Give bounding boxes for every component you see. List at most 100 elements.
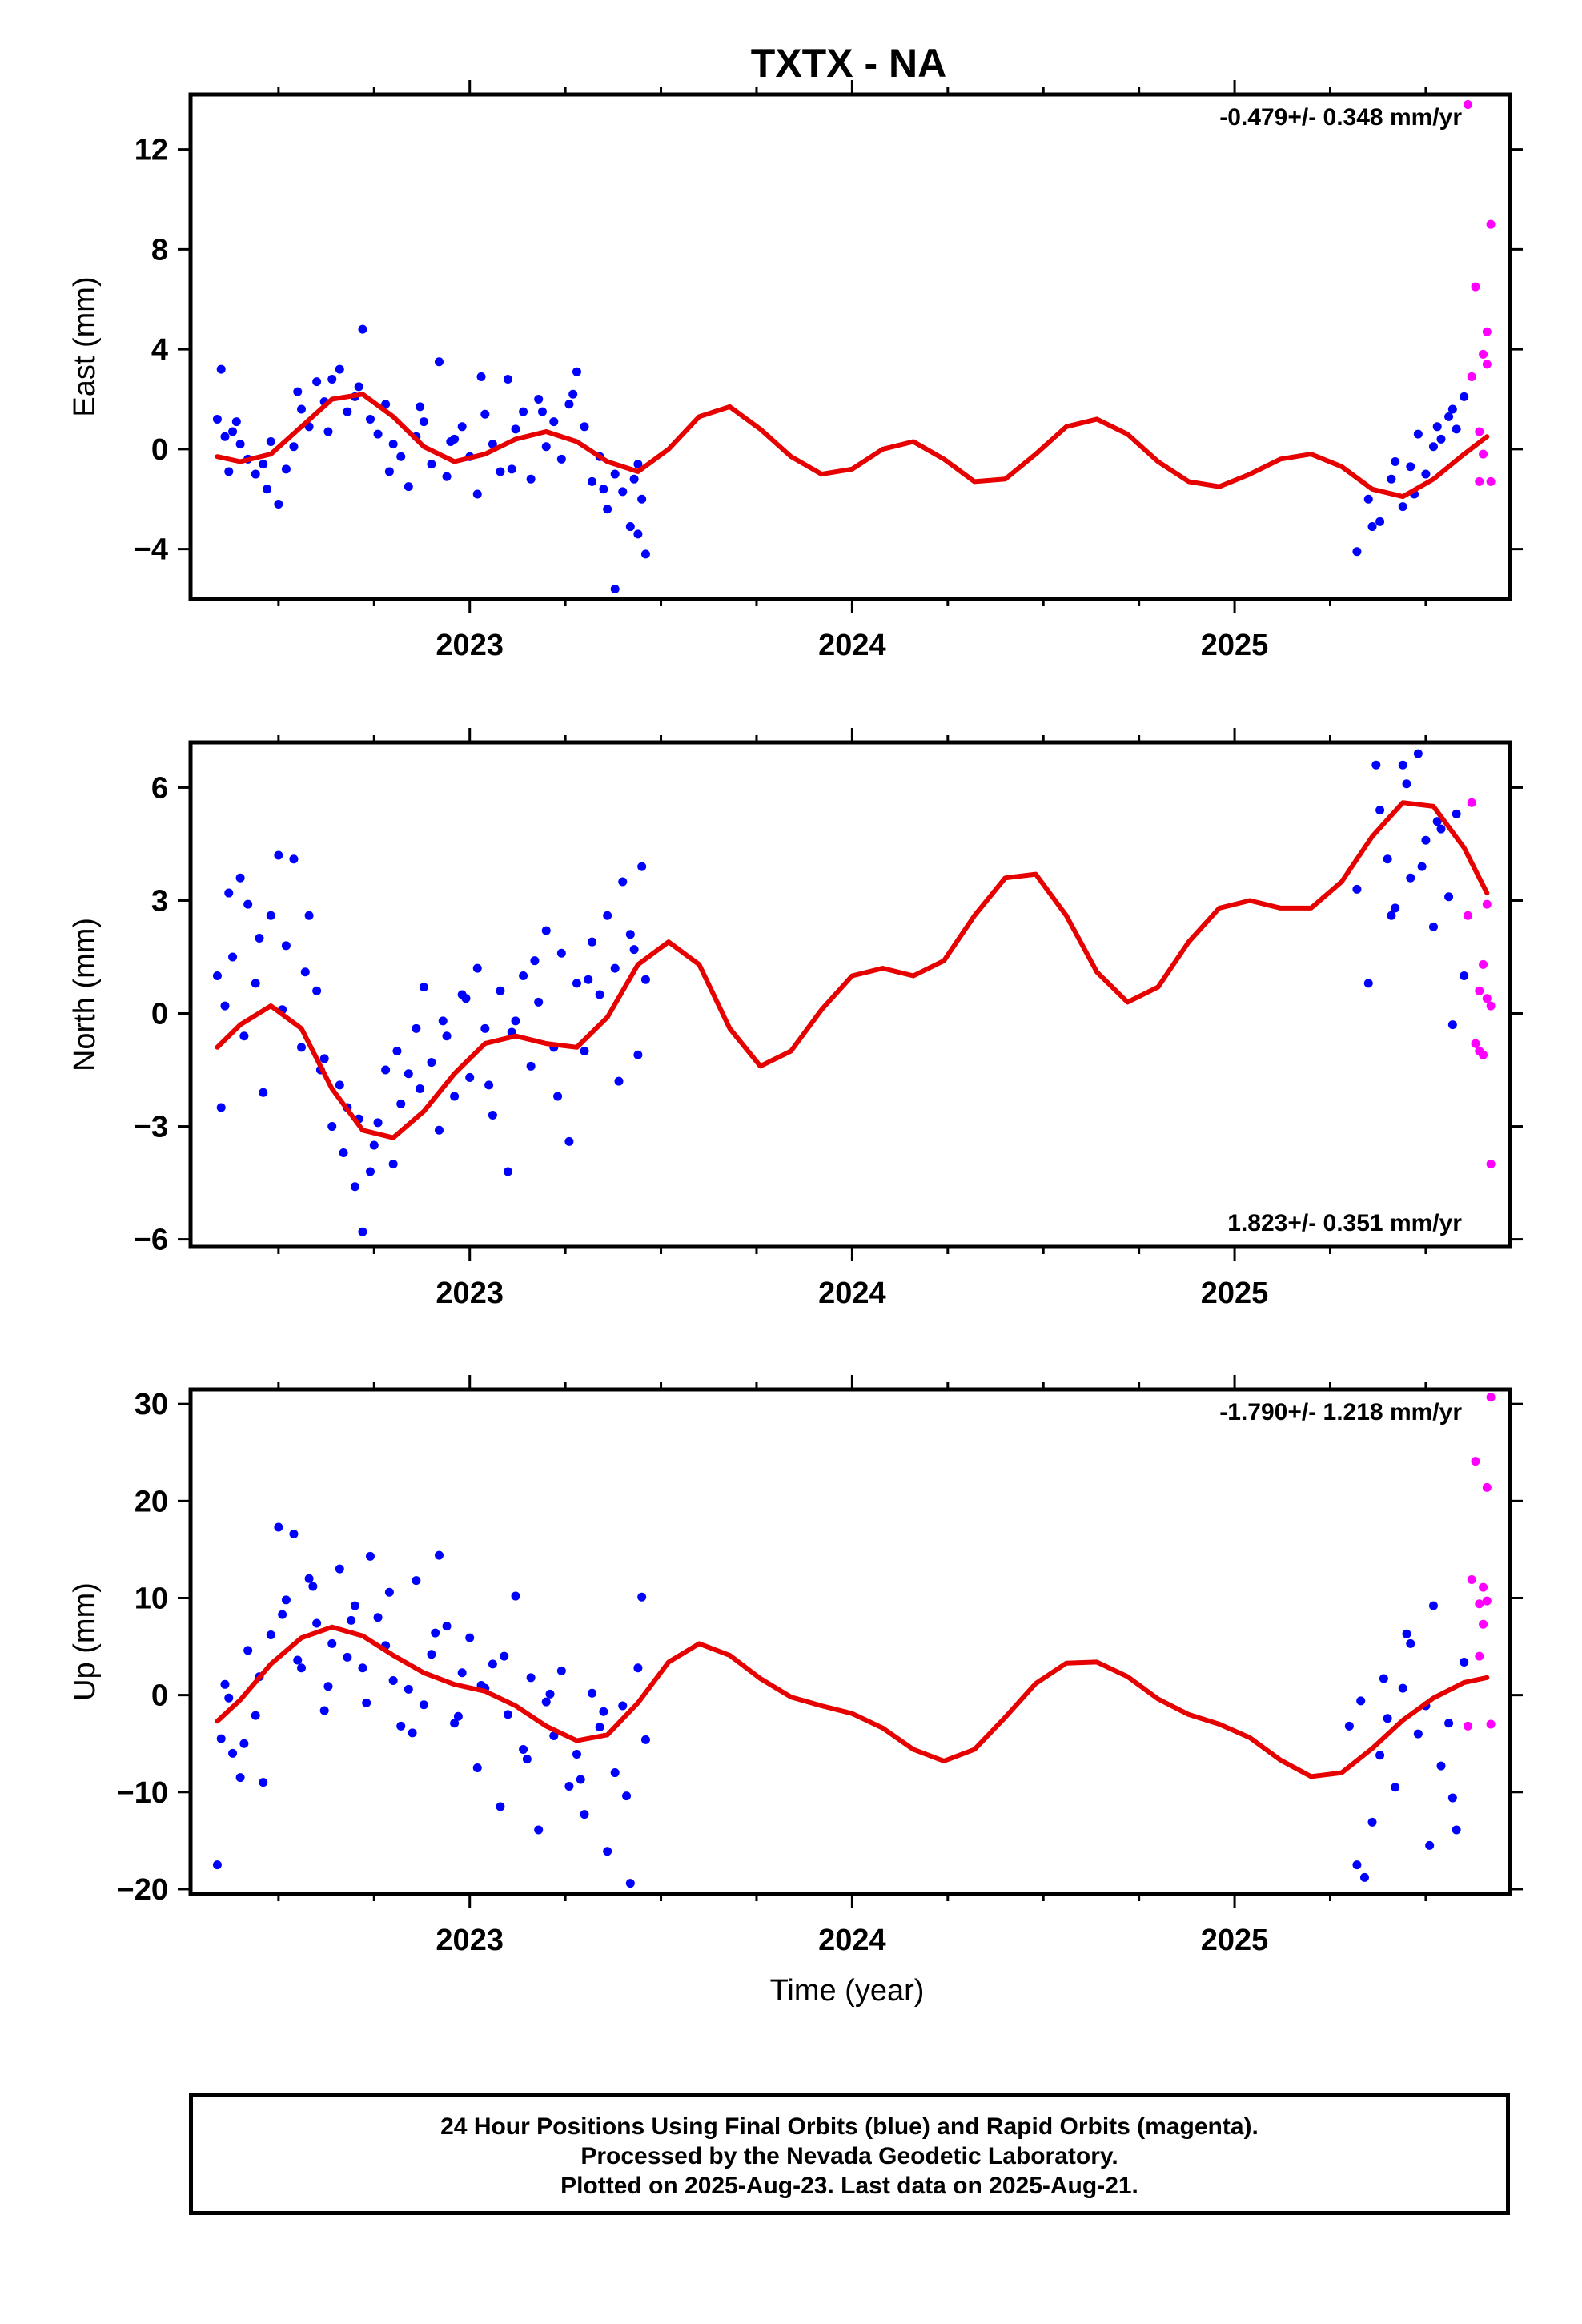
east-rapid-point	[1482, 327, 1492, 336]
up-final-point	[278, 1610, 287, 1619]
north-final-point	[541, 926, 551, 935]
up-final-point	[453, 1711, 463, 1721]
up-rapid-point	[1479, 1619, 1488, 1629]
up-final-point	[1452, 1825, 1461, 1835]
up-final-point	[408, 1728, 417, 1738]
east-final-point	[1367, 522, 1377, 532]
up-final-point	[396, 1721, 406, 1731]
north-rapid-point	[1482, 899, 1492, 909]
up-final-point	[216, 1734, 226, 1743]
up-final-point	[274, 1522, 283, 1532]
north-final-point	[224, 888, 234, 898]
north-final-point	[1444, 892, 1454, 902]
east-final-point	[534, 394, 544, 404]
up-final-point	[1447, 1793, 1457, 1803]
north-final-point	[519, 971, 528, 980]
north-final-point	[461, 994, 471, 1003]
up-final-point	[431, 1628, 440, 1638]
up-final-point	[434, 1550, 444, 1560]
north-ytick-label-0: −6	[134, 1224, 168, 1257]
north-final-point	[366, 1167, 375, 1176]
up-final-point	[534, 1825, 544, 1835]
up-final-point	[450, 1719, 460, 1728]
east-final-point	[212, 414, 222, 424]
east-final-point	[629, 474, 639, 484]
up-final-point	[503, 1710, 512, 1719]
up-final-point	[618, 1701, 628, 1711]
x-axis-label: Time (year)	[770, 1974, 925, 2008]
up-final-point	[564, 1782, 574, 1791]
east-final-point	[1428, 442, 1438, 452]
east-final-point	[572, 367, 581, 376]
east-final-point	[1391, 456, 1400, 466]
north-final-point	[319, 1054, 329, 1063]
up-final-point	[220, 1679, 230, 1689]
east-rapid-point	[1479, 349, 1488, 359]
east-rapid-point	[1463, 99, 1472, 109]
east-final-point	[564, 400, 574, 409]
north-final-point	[251, 979, 260, 988]
up-rapid-point	[1471, 1457, 1480, 1466]
north-rapid-point	[1463, 911, 1472, 920]
north-final-point	[274, 850, 283, 860]
north-rapid-point	[1479, 1050, 1488, 1059]
panel-up: −20 −10 0 10 20 30 2023 2024 2025 Up (mm) -1.790+/…	[68, 1375, 1523, 1957]
east-final-point	[251, 469, 260, 479]
north-final-point	[300, 967, 310, 977]
north-final-point	[526, 1061, 536, 1071]
north-rapid-point	[1482, 994, 1492, 1003]
east-rate-label: -0.479+/- 0.348 mm/yr	[1219, 104, 1462, 131]
north-final-point	[534, 997, 544, 1007]
north-final-point	[465, 1072, 475, 1082]
up-xtick-label-0: 2023	[436, 1924, 504, 1957]
east-final-point	[511, 424, 520, 434]
up-final-point	[366, 1551, 375, 1561]
east-final-point	[224, 467, 234, 476]
north-final-point	[1387, 911, 1396, 920]
east-final-point	[263, 485, 272, 494]
north-final-point	[580, 1047, 589, 1056]
east-final-point	[1406, 462, 1415, 472]
north-final-point	[584, 975, 593, 984]
north-final-point	[216, 1103, 226, 1112]
up-final-point	[1359, 1872, 1369, 1882]
north-final-point	[556, 948, 566, 958]
east-final-point	[335, 364, 344, 374]
up-final-point	[362, 1698, 371, 1707]
east-final-point	[1375, 517, 1385, 526]
up-final-point	[541, 1697, 551, 1707]
up-final-point	[1379, 1674, 1388, 1683]
east-final-point	[476, 372, 486, 381]
up-final-point	[637, 1592, 647, 1602]
east-final-point	[1452, 424, 1461, 434]
east-final-point	[472, 489, 482, 499]
north-final-point	[381, 1065, 391, 1075]
north-final-point	[1413, 749, 1423, 758]
east-final-point	[637, 494, 647, 504]
up-final-point	[412, 1576, 421, 1586]
up-final-point	[312, 1618, 322, 1628]
up-final-point	[358, 1663, 367, 1673]
east-final-point	[293, 387, 303, 396]
up-final-point	[239, 1739, 249, 1748]
east-final-point	[1447, 404, 1457, 414]
east-final-point	[297, 404, 307, 414]
east-final-point	[231, 417, 241, 427]
up-final-point	[1428, 1601, 1438, 1610]
north-final-point	[404, 1069, 413, 1079]
up-xtick-label-2: 2025	[1201, 1924, 1269, 1957]
north-final-point	[511, 1016, 520, 1026]
east-final-point	[396, 452, 406, 461]
north-final-point	[335, 1080, 344, 1090]
north-final-point	[212, 971, 222, 980]
east-final-point	[327, 375, 337, 384]
up-rapid-point	[1482, 1482, 1492, 1492]
up-final-point	[1367, 1817, 1377, 1827]
up-ytick-label-1: −10	[117, 1776, 168, 1810]
east-xtick-label-1: 2024	[818, 629, 886, 662]
up-final-point	[519, 1744, 528, 1754]
up-final-point	[289, 1530, 299, 1539]
east-final-point	[1363, 494, 1373, 504]
north-final-point	[312, 986, 322, 995]
up-ytick-label-2: 0	[151, 1679, 168, 1713]
